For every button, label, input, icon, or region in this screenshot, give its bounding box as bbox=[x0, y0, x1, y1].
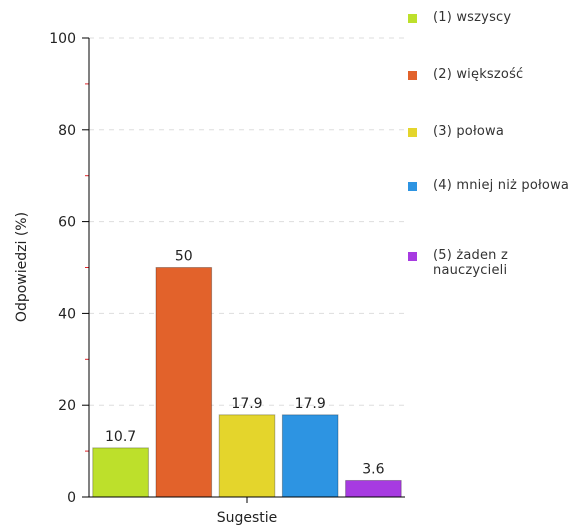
legend-swatch bbox=[408, 182, 417, 191]
bar bbox=[218, 414, 276, 498]
y-axis-title: Odpowiedzi (%) bbox=[14, 212, 30, 322]
data-labels: 10.7 50 17.9 17.9 3.6 bbox=[105, 249, 385, 478]
y-tick-label: 80 bbox=[58, 123, 76, 139]
bar bbox=[155, 267, 213, 498]
y-tick-label: 60 bbox=[58, 215, 76, 231]
legend-label: (2) większość bbox=[433, 67, 524, 82]
legend-item: (4) mniej niż połowa bbox=[405, 178, 574, 193]
legend-swatch bbox=[408, 14, 417, 23]
legend-swatch bbox=[408, 128, 417, 137]
y-tick-label: 0 bbox=[67, 490, 76, 506]
bar bbox=[92, 447, 149, 498]
legend-label: (1) wszyscy bbox=[433, 10, 512, 25]
legend-item: (1) wszyscy bbox=[405, 10, 574, 25]
legend-item: (5) żaden z nauczycieli bbox=[405, 248, 574, 278]
y-tick-label: 100 bbox=[49, 31, 76, 47]
bar-value-label: 3.6 bbox=[362, 461, 384, 477]
legend-label: (4) mniej niż połowa bbox=[433, 178, 570, 193]
legend-item: (2) większość bbox=[405, 67, 574, 82]
y-minor-ticks bbox=[85, 83, 89, 452]
legend-swatch bbox=[408, 252, 417, 261]
y-axis-ticks: 0 20 40 60 80 100 bbox=[49, 31, 89, 506]
bar bbox=[281, 414, 339, 498]
bars bbox=[92, 267, 402, 498]
legend-item: (3) połowa bbox=[405, 124, 574, 139]
bar-value-label: 50 bbox=[175, 249, 193, 265]
legend-label: (5) żaden z nauczycieli bbox=[433, 248, 508, 278]
bar-value-label: 17.9 bbox=[231, 396, 262, 412]
bar-value-label: 17.9 bbox=[295, 396, 326, 412]
bar-value-label: 10.7 bbox=[105, 429, 136, 445]
bar bbox=[345, 479, 402, 498]
legend-label: (3) połowa bbox=[433, 124, 504, 139]
gridlines bbox=[89, 37, 405, 406]
x-axis-title: Sugestie bbox=[217, 510, 278, 526]
y-tick-label: 40 bbox=[58, 306, 76, 322]
legend-swatch bbox=[408, 71, 417, 80]
y-tick-label: 20 bbox=[58, 398, 76, 414]
